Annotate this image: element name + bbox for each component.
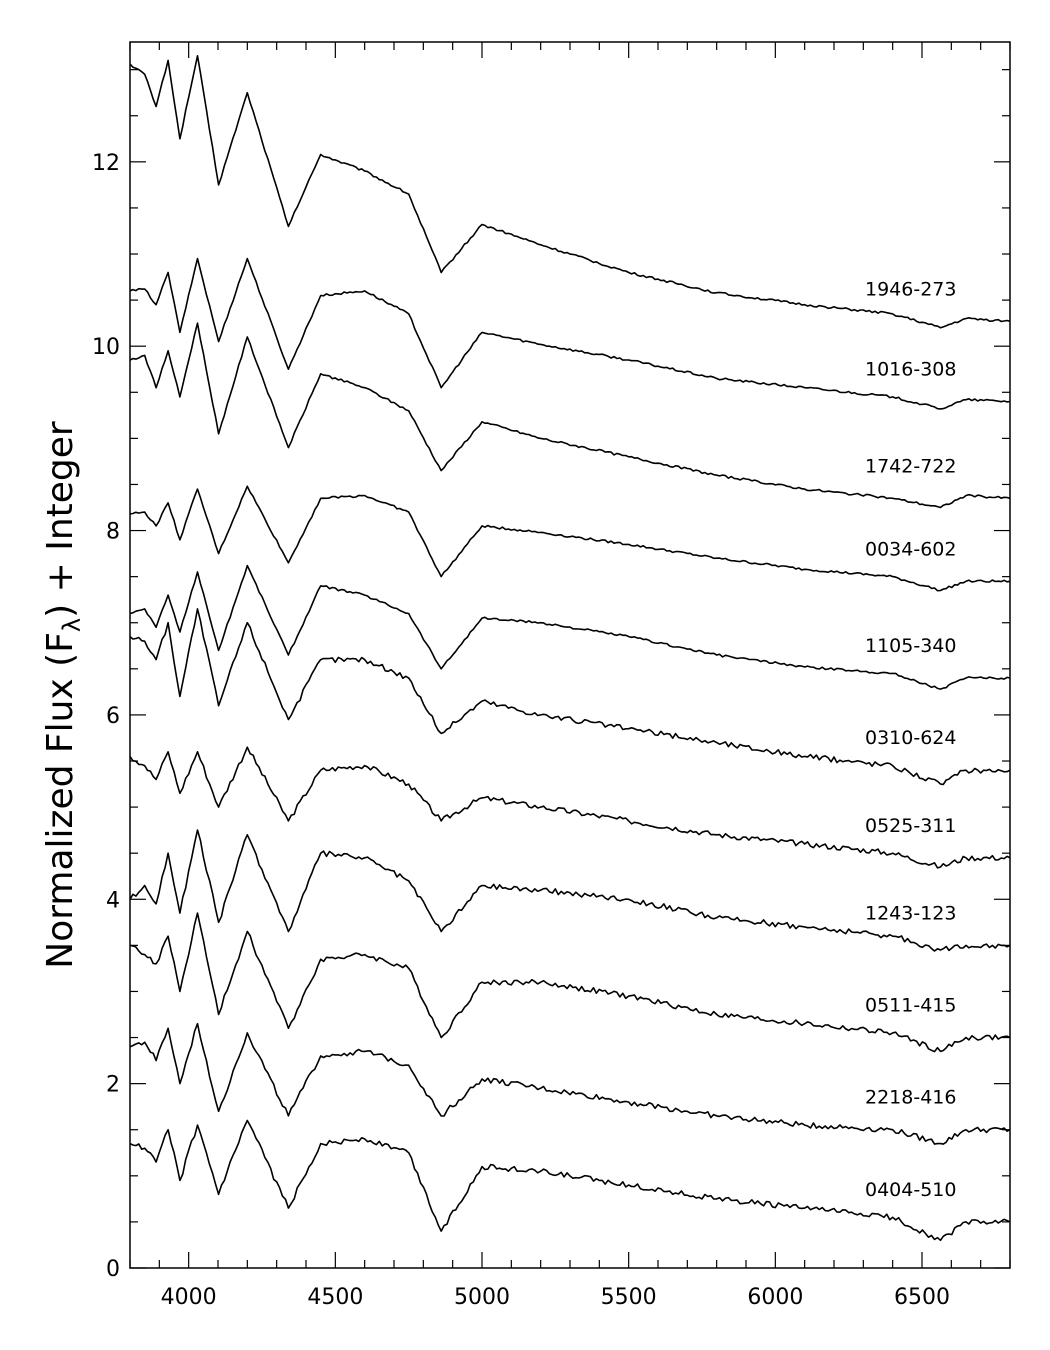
x-axis-ticks: 4000 4500 5000 5500 6000 6500	[129, 42, 1011, 1310]
series-line-1742-722	[129, 322, 1011, 509]
series-label: 1016-308	[865, 359, 956, 381]
y-tick-label: 10	[92, 335, 120, 360]
y-tick-label: 12	[92, 151, 120, 176]
series-label: 0310-624	[865, 727, 956, 749]
series-line-0511-415	[129, 912, 1011, 1053]
y-tick-label: 4	[106, 888, 120, 913]
series-line-1243-123	[129, 829, 1011, 952]
series-line-2218-416	[129, 1022, 1011, 1145]
y-tick-label: 0	[106, 1257, 120, 1282]
y-axis-title: Normalized Flux (Fλ) + Integer	[40, 421, 86, 969]
y-tick-label: 2	[106, 1073, 120, 1098]
series-label: 1243-123	[865, 902, 956, 924]
x-tick-label: 4000	[161, 1285, 217, 1310]
x-tick-label: 4500	[307, 1285, 363, 1310]
y-tick-label: 8	[106, 520, 120, 545]
series-label: 0034-602	[865, 538, 956, 560]
x-tick-label: 5000	[454, 1285, 510, 1310]
x-tick-label: 5500	[601, 1285, 657, 1310]
y-tick-label: 6	[106, 704, 120, 729]
x-tick-label: 6500	[894, 1285, 950, 1310]
series-label: 2218-416	[865, 1087, 956, 1109]
series-line-0310-624	[129, 608, 1011, 786]
series-labels: 1946-273 1016-308 1742-722 0034-602 1105-340…	[865, 278, 956, 1201]
series-line-0404-510	[129, 1119, 1011, 1242]
series-lines	[129, 54, 1011, 1242]
series-line-1016-308	[129, 257, 1011, 410]
series-label: 1946-273	[865, 278, 956, 300]
series-line-0525-311	[129, 746, 1011, 869]
x-tick-label: 6000	[747, 1285, 803, 1310]
series-label: 1105-340	[865, 635, 956, 657]
series-label: 0525-311	[865, 815, 956, 837]
series-label: 0404-510	[865, 1179, 956, 1201]
series-line-1105-340	[129, 564, 1011, 690]
series-label: 1742-722	[865, 455, 956, 477]
series-line-1946-273	[129, 54, 1011, 329]
series-label: 0511-415	[865, 995, 956, 1017]
series-line-0034-602	[129, 485, 1011, 592]
